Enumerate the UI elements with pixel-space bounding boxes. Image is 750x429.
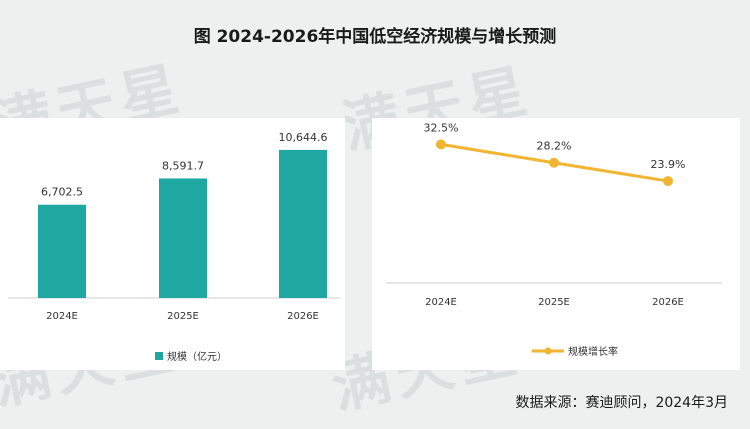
data-label: 23.9% [651, 158, 686, 171]
legend-swatch [155, 352, 163, 360]
bar-chart: 6,702.5 2024E 8,591.7 2025E 10,644.6 2026E 规模（… [8, 131, 340, 363]
data-label: 28.2% [537, 140, 572, 153]
legend-marker [544, 347, 552, 355]
data-source: 数据来源：赛迪顾问，2024年3月 [515, 395, 728, 411]
data-point [436, 139, 446, 150]
legend-label: 规模增长率 [568, 345, 618, 358]
tick-label: 2025E [538, 297, 570, 308]
tick-label: 2026E [287, 311, 319, 322]
data-label: 8,591.7 [162, 159, 204, 172]
data-label: 10,644.6 [279, 131, 328, 144]
line-chart-panel: 32.5% 2024E 28.2% 2025E 23.9% 2026E 规模增长率 [372, 118, 740, 370]
chart-title: 图 2024-2026年中国低空经济规模与增长预测 [193, 27, 557, 47]
data-point [549, 157, 559, 168]
bar [279, 149, 327, 298]
line-chart: 32.5% 2024E 28.2% 2025E 23.9% 2026E 规模增长率 [386, 121, 722, 358]
bar [38, 204, 86, 298]
tick-label: 2024E [46, 311, 78, 322]
data-label: 6,702.5 [41, 186, 83, 199]
tick-label: 2024E [425, 297, 457, 308]
tick-label: 2025E [167, 311, 199, 322]
data-point [663, 176, 673, 187]
legend-label: 规模（亿元） [167, 350, 227, 363]
bar [159, 178, 207, 298]
tick-label: 2026E [652, 297, 684, 308]
data-label: 32.5% [424, 121, 459, 134]
bar-chart-panel: 6,702.5 2024E 8,591.7 2025E 10,644.6 2026E 规模（… [0, 118, 345, 370]
